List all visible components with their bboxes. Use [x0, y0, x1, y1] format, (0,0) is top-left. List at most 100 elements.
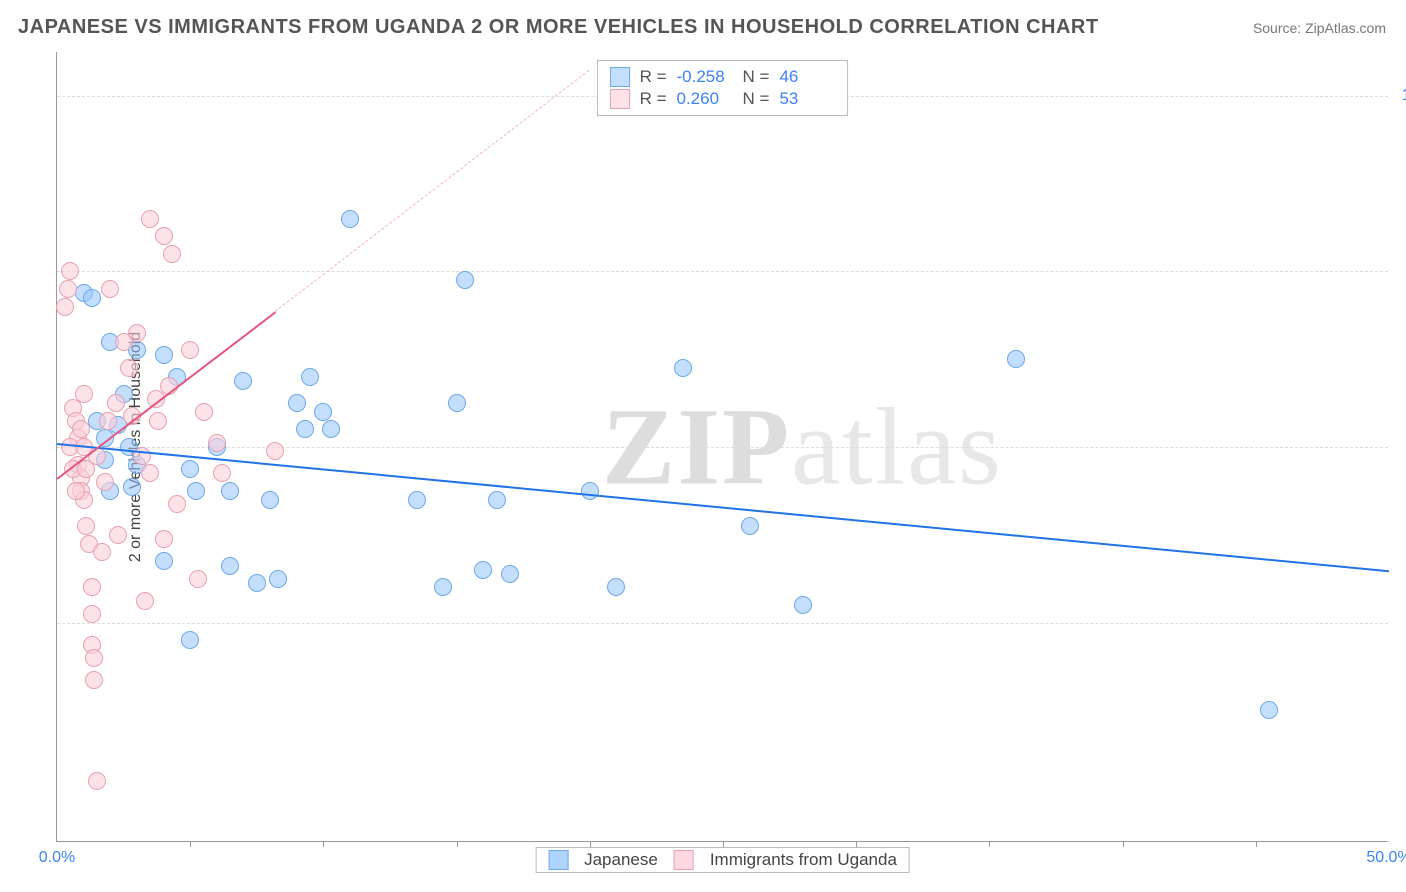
data-point	[149, 412, 167, 430]
plot-area: 2 or more Vehicles in Household ZIPatlas…	[56, 52, 1388, 842]
data-point	[501, 565, 519, 583]
data-point	[322, 420, 340, 438]
data-point	[107, 394, 125, 412]
x-tick-mark	[1123, 841, 1124, 847]
grid-line	[57, 623, 1388, 624]
data-point	[168, 495, 186, 513]
stats-r-label: R =	[640, 67, 667, 87]
stats-row: R =0.260N =53	[610, 89, 836, 109]
chart-container: JAPANESE VS IMMIGRANTS FROM UGANDA 2 OR …	[0, 0, 1406, 892]
data-point	[341, 210, 359, 228]
stats-row: R = -0.258 N = 46	[610, 67, 836, 87]
data-point	[408, 491, 426, 509]
trend-line	[57, 443, 1389, 572]
x-tick-label: 0.0%	[39, 849, 75, 867]
stats-box: R =-0.258N =46R =0.260N =53	[597, 60, 849, 116]
data-point	[266, 442, 284, 460]
data-point	[208, 434, 226, 452]
legend-swatch	[610, 89, 630, 109]
data-point	[99, 412, 117, 430]
data-point	[85, 649, 103, 667]
data-point	[75, 385, 93, 403]
data-point	[1007, 350, 1025, 368]
data-point	[195, 403, 213, 421]
data-point	[77, 517, 95, 535]
data-point	[101, 280, 119, 298]
data-point	[213, 464, 231, 482]
data-point	[61, 262, 79, 280]
legend-label: Immigrants from Uganda	[710, 850, 897, 870]
stats-r-value: -0.258	[677, 67, 733, 87]
data-point	[109, 526, 127, 544]
data-point	[155, 227, 173, 245]
trend-line	[275, 70, 590, 312]
data-point	[181, 341, 199, 359]
data-point	[474, 561, 492, 579]
data-point	[181, 460, 199, 478]
stats-n-label: N =	[743, 67, 770, 87]
data-point	[794, 596, 812, 614]
data-point	[96, 473, 114, 491]
legend-swatch	[610, 67, 630, 87]
data-point	[248, 574, 266, 592]
data-point	[128, 324, 146, 342]
data-point	[261, 491, 279, 509]
data-point	[93, 543, 111, 561]
legend-swatch	[674, 850, 694, 870]
stats-n-label: N =	[743, 89, 770, 109]
data-point	[456, 271, 474, 289]
data-point	[741, 517, 759, 535]
data-point	[288, 394, 306, 412]
data-point	[56, 298, 74, 316]
data-point	[221, 482, 239, 500]
data-point	[488, 491, 506, 509]
data-point	[187, 482, 205, 500]
data-point	[83, 605, 101, 623]
x-tick-mark	[323, 841, 324, 847]
legend-label: Japanese	[584, 850, 658, 870]
watermark-rest: atlas	[791, 385, 1003, 507]
x-tick-label: 50.0%	[1366, 849, 1406, 867]
data-point	[434, 578, 452, 596]
data-point	[189, 570, 207, 588]
data-point	[155, 552, 173, 570]
data-point	[221, 557, 239, 575]
watermark-bold: ZIP	[602, 385, 791, 507]
grid-line	[57, 447, 1388, 448]
data-point	[141, 210, 159, 228]
data-point	[296, 420, 314, 438]
data-point	[141, 464, 159, 482]
chart-title: JAPANESE VS IMMIGRANTS FROM UGANDA 2 OR …	[18, 16, 1099, 39]
data-point	[163, 245, 181, 263]
stats-r-value: 0.260	[677, 89, 733, 109]
data-point	[123, 478, 141, 496]
data-point	[67, 482, 85, 500]
stats-n-value: 46	[779, 67, 835, 87]
data-point	[674, 359, 692, 377]
x-tick-mark	[989, 841, 990, 847]
data-point	[83, 578, 101, 596]
data-point	[607, 578, 625, 596]
stats-r-label: R =	[640, 89, 667, 109]
data-point	[448, 394, 466, 412]
data-point	[155, 530, 173, 548]
bottom-legend: Japanese Immigrants from Uganda	[535, 847, 910, 873]
data-point	[269, 570, 287, 588]
source-label: Source: ZipAtlas.com	[1253, 20, 1386, 36]
data-point	[120, 359, 138, 377]
data-point	[59, 280, 77, 298]
data-point	[314, 403, 332, 421]
data-point	[72, 420, 90, 438]
data-point	[88, 772, 106, 790]
data-point	[85, 671, 103, 689]
data-point	[301, 368, 319, 386]
data-point	[1260, 701, 1278, 719]
data-point	[155, 346, 173, 364]
y-tick-label: 100.0%	[1402, 87, 1406, 105]
data-point	[181, 631, 199, 649]
x-tick-mark	[1256, 841, 1257, 847]
data-point	[234, 372, 252, 390]
data-point	[136, 592, 154, 610]
data-point	[83, 289, 101, 307]
legend-swatch	[548, 850, 568, 870]
